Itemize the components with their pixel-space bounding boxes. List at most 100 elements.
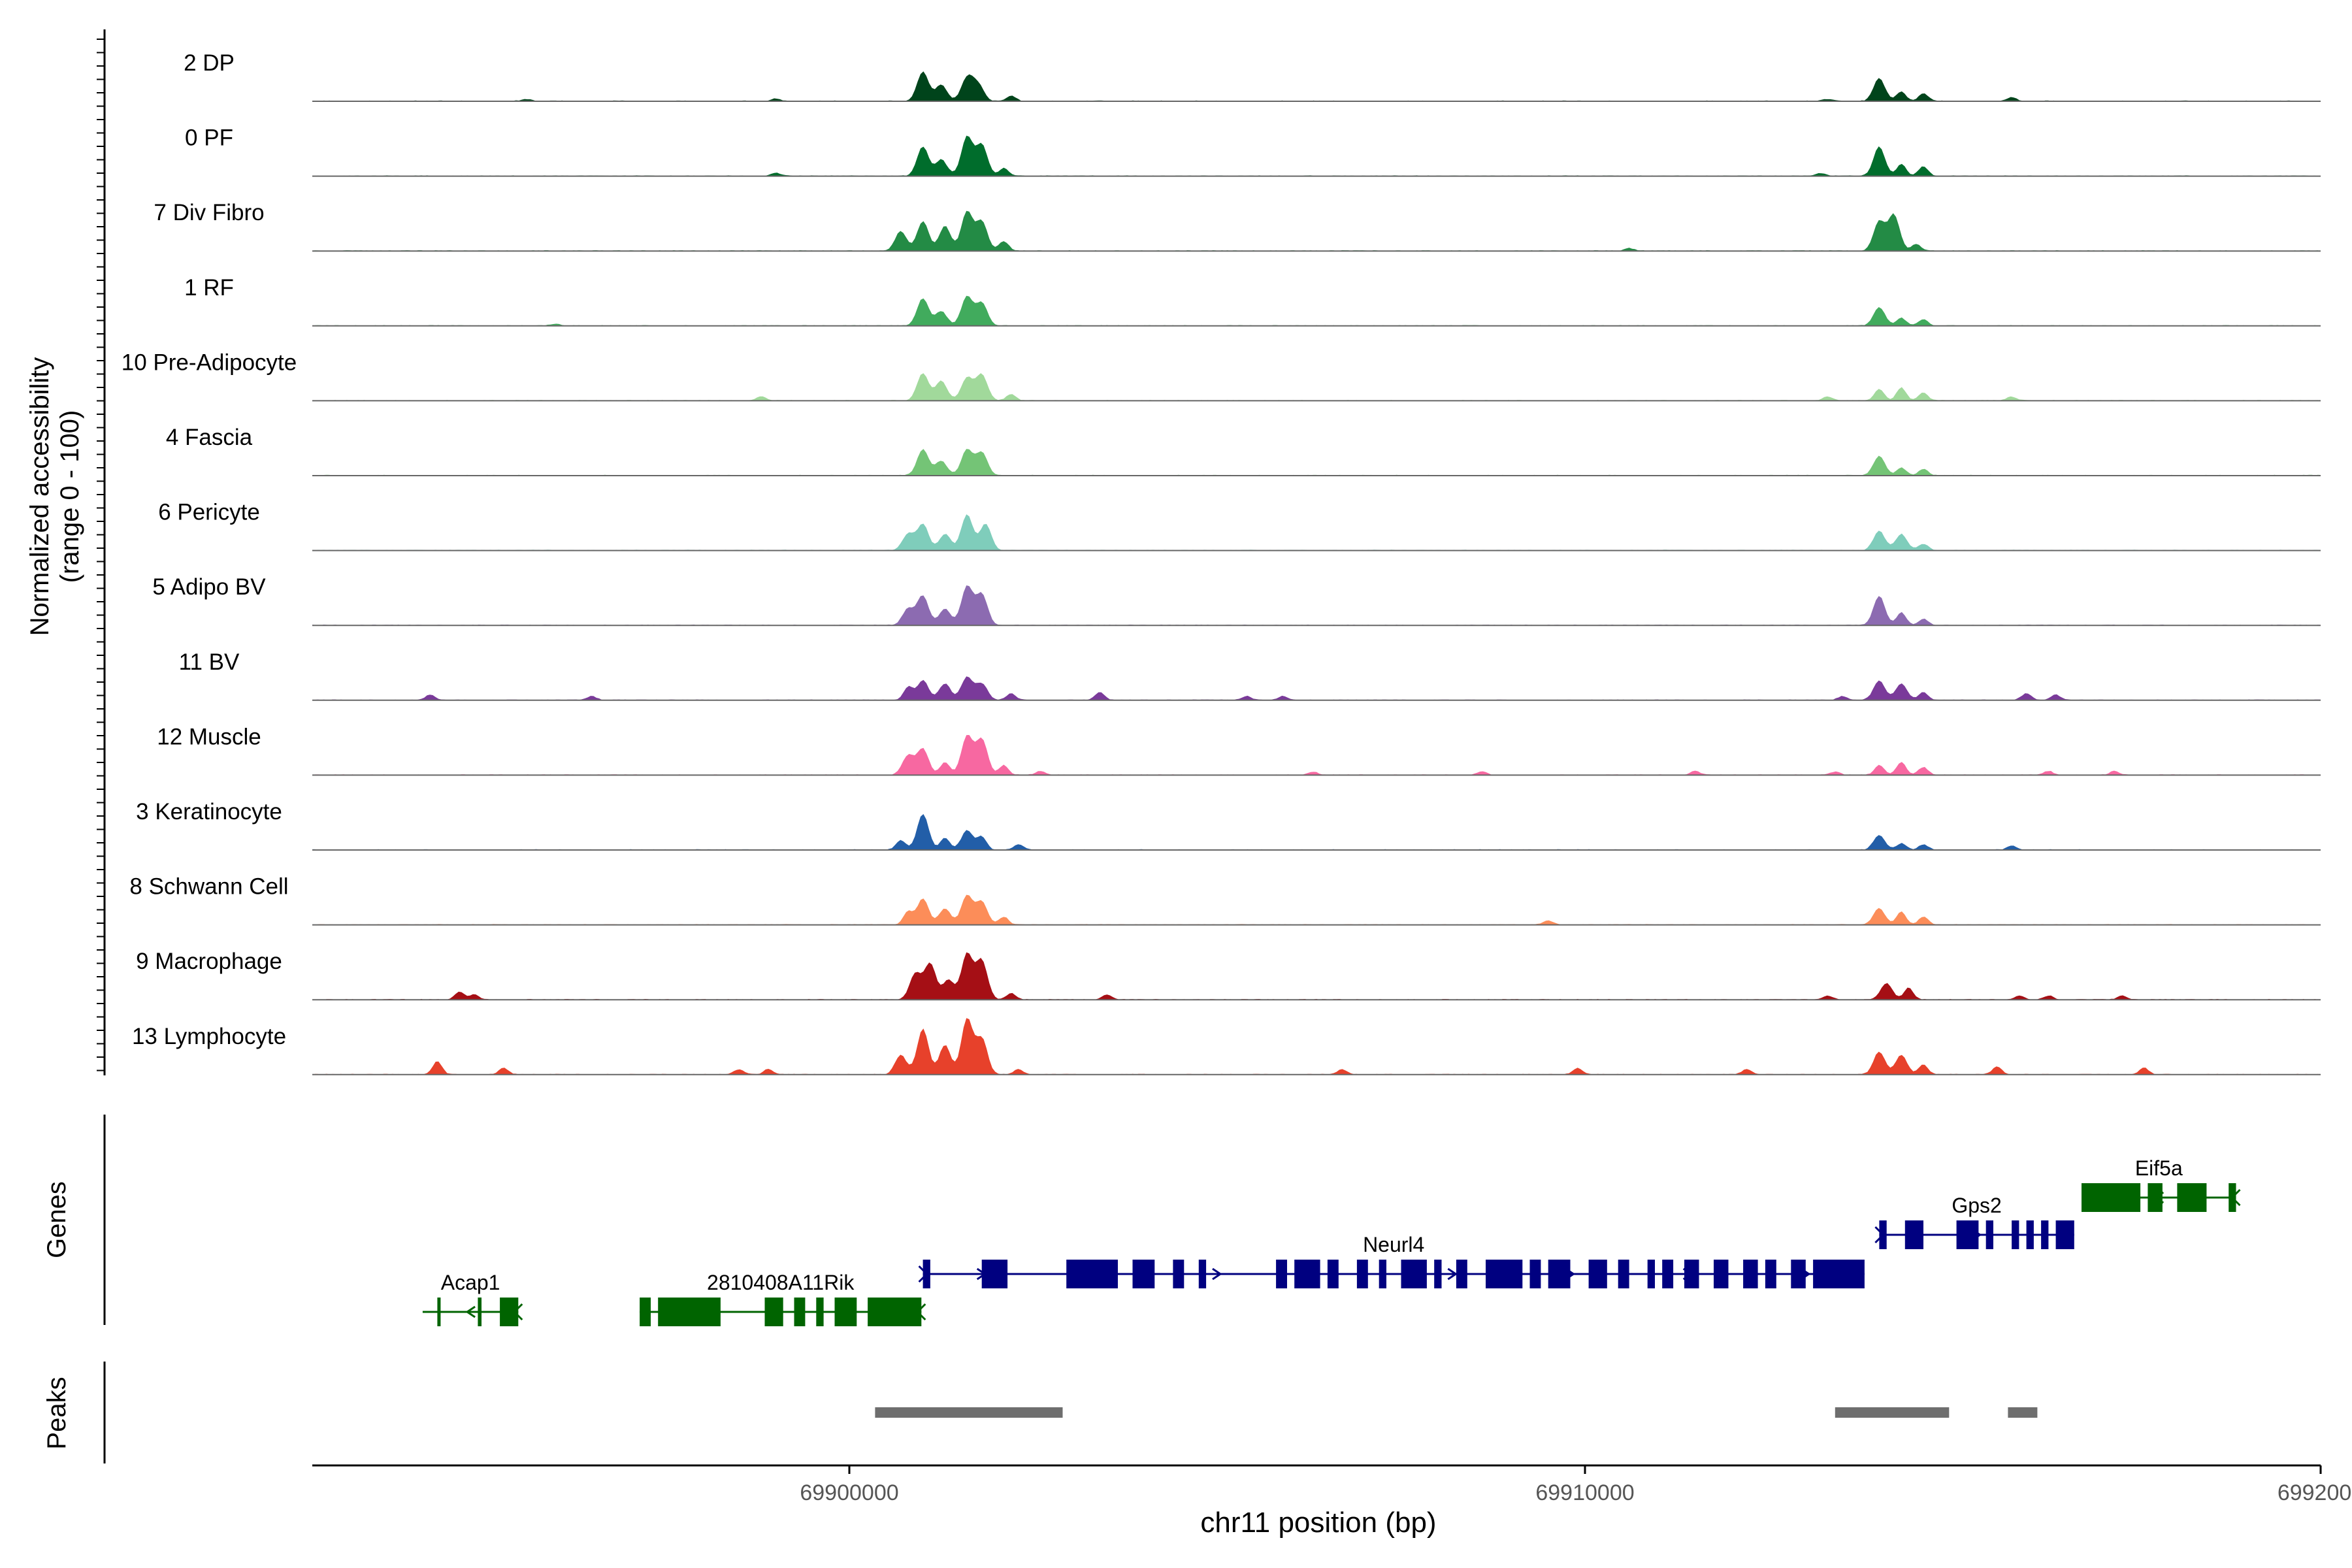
coverage-area [312, 71, 2321, 101]
coverage-area [312, 135, 2321, 176]
exon [2055, 1220, 2074, 1249]
exon [1173, 1260, 1184, 1288]
peaks-panel-title: Peaks [42, 1377, 71, 1449]
coverage-area [312, 449, 2321, 476]
exon [1791, 1260, 1806, 1288]
track-label: 9 Macrophage [136, 949, 282, 974]
exon [437, 1298, 441, 1326]
exon [2082, 1183, 2141, 1212]
gene-label: Acap1 [441, 1271, 500, 1294]
exon [1434, 1260, 1442, 1288]
coverage-area [312, 952, 2321, 1000]
genes-panel-title: Genes [42, 1181, 71, 1258]
gene-label: Gps2 [1952, 1194, 2001, 1217]
peak-region [875, 1407, 1063, 1418]
peak-region [2008, 1407, 2038, 1418]
exon [1879, 1220, 1887, 1249]
track-label: 7 Div Fibro [154, 200, 264, 225]
track-label: 2 DP [184, 50, 235, 76]
exon [640, 1298, 651, 1326]
coverage-tracks: 2 DP 0 PF 7 Div Fibro 1 RF 10 Pre-Adipocyte 4… [122, 50, 2321, 1075]
exon [1379, 1260, 1386, 1288]
x-tick-label: 69900000 [800, 1480, 898, 1505]
track-label: 13 Lymphocyte [132, 1024, 286, 1049]
track-5: 4 Fascia [166, 425, 2321, 476]
exon [1588, 1260, 1607, 1288]
coverage-area [312, 894, 2321, 925]
coverage-area [312, 585, 2321, 626]
gene-label: Eif5a [2135, 1156, 2183, 1180]
exon [1618, 1260, 1629, 1288]
exon [1486, 1260, 1523, 1288]
exon [764, 1298, 783, 1326]
exon [794, 1298, 806, 1326]
strand-arrow [1447, 1267, 1458, 1281]
track-label: 6 Pericyte [158, 500, 260, 525]
exon [2012, 1220, 2019, 1249]
peak-regions [875, 1407, 2038, 1418]
track-4: 10 Pre-Adipocyte [122, 350, 2321, 402]
y-axis-title-line1: Normalized accessibility [25, 357, 54, 636]
track-8: 11 BV [179, 649, 2321, 701]
coverage-area [312, 814, 2321, 850]
x-tick-label: 6992000 [2278, 1480, 2352, 1505]
coverage-area [312, 514, 2321, 551]
exon [1294, 1260, 1320, 1288]
exon [500, 1298, 519, 1326]
strand-arrow [1212, 1267, 1222, 1281]
gene-Acap1: Acap1 [422, 1271, 523, 1326]
track-label: 10 Pre-Adipocyte [122, 350, 297, 375]
x-axis-ticks: 69900000 69910000 6992000 [800, 1465, 2352, 1505]
exon [1904, 1220, 1923, 1249]
gene-2810408A11Rik: 2810408A11Rik [640, 1271, 926, 1326]
track-label: 4 Fascia [166, 425, 253, 450]
exon [1684, 1260, 1699, 1288]
track-label: 8 Schwann Cell [129, 874, 288, 900]
exon [816, 1298, 824, 1326]
gene-Neurl4: Neurl4 [918, 1233, 1865, 1288]
coverage-area [312, 295, 2321, 326]
exon [1066, 1260, 1118, 1288]
track-label: 12 Muscle [157, 724, 261, 749]
exon [658, 1298, 721, 1326]
track-label: 1 RF [184, 275, 234, 301]
gene-Eif5a: Eif5a [2082, 1156, 2241, 1212]
track-1: 0 PF [185, 125, 2321, 177]
track-13: 13 Lymphocyte [132, 1018, 2321, 1075]
exon [1743, 1260, 1758, 1288]
peak-region [1835, 1407, 1950, 1418]
exon [2026, 1220, 2034, 1249]
x-axis-title: chr11 position (bp) [1200, 1507, 1436, 1539]
exon [1456, 1260, 1467, 1288]
exon [1198, 1260, 1207, 1288]
exon [2148, 1183, 2163, 1212]
gene-label: 2810408A11Rik [707, 1271, 855, 1294]
exon [1765, 1260, 1776, 1288]
exon [1401, 1260, 1427, 1288]
exon [1327, 1260, 1339, 1288]
exon [834, 1298, 857, 1326]
y-axis-title-line2: (range 0 - 100) [56, 410, 84, 583]
exon [1956, 1220, 1979, 1249]
exon [478, 1298, 482, 1326]
track-12: 9 Macrophage [136, 949, 2321, 1001]
track-11: 8 Schwann Cell [129, 874, 2321, 926]
gene-label: Neurl4 [1363, 1233, 1424, 1256]
coverage-area [312, 1018, 2321, 1075]
coverage-area [312, 676, 2321, 700]
track-10: 3 Keratinocyte [136, 799, 2321, 851]
track-3: 1 RF [184, 275, 2321, 327]
track-7: 5 Adipo BV [152, 574, 2321, 627]
exon [2041, 1220, 2049, 1249]
exon [2229, 1183, 2236, 1212]
coverage-area [312, 373, 2321, 401]
exon [1985, 1220, 1993, 1249]
coverage-area [312, 735, 2321, 776]
track-label: 3 Keratinocyte [136, 799, 282, 825]
track-label: 11 BV [179, 649, 240, 675]
track-2: 7 Div Fibro [154, 200, 2321, 252]
exon [1276, 1260, 1287, 1288]
track-6: 6 Pericyte [158, 500, 2321, 551]
gene-annotations: Acap1 2810408A11Rik Neurl4 Gps2 Eif5a [422, 1156, 2241, 1326]
track-label: 0 PF [185, 125, 233, 151]
